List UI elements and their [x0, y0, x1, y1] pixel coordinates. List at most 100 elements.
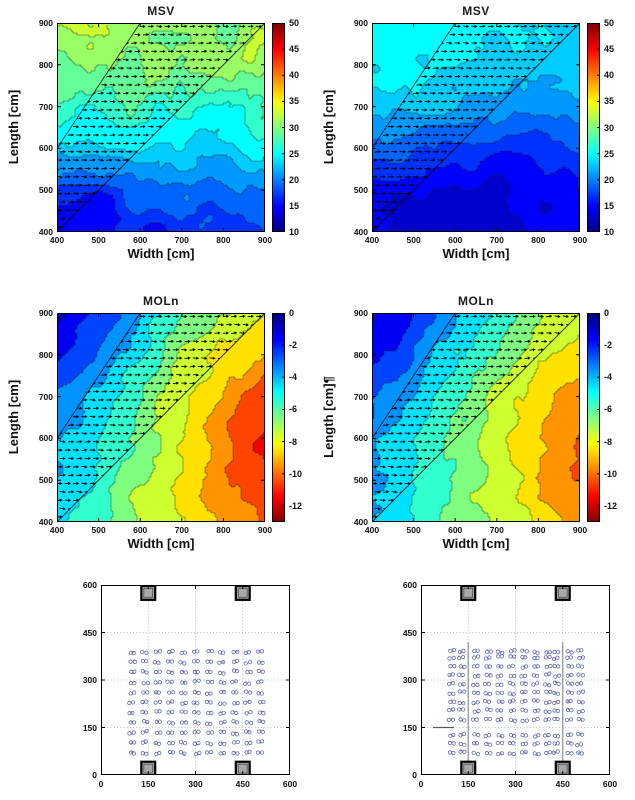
y-tick-label: 500	[38, 185, 53, 196]
x-tick-label: 400	[364, 235, 380, 245]
y-tick-label: 900	[353, 308, 368, 318]
y-tick-label: 450	[402, 627, 417, 638]
colorbar-tick-label: -12	[289, 500, 303, 511]
colorbar-tick-label: -6	[289, 404, 298, 415]
x-tick-label: 450	[235, 779, 250, 789]
x-tick-label: 700	[174, 235, 189, 245]
y-tick-label: 900	[353, 18, 368, 28]
colorbar-tick-label: 35	[289, 96, 300, 107]
scatter-plot-canvas	[101, 585, 290, 775]
colorbar-canvas	[587, 313, 600, 522]
colorbar-canvas	[587, 23, 600, 232]
x-tick-label: 600	[448, 525, 463, 535]
y-tick-label: 300	[82, 675, 97, 685]
x-tick-label: 900	[257, 525, 273, 535]
scatter-plot-canvas	[421, 585, 610, 775]
x-tick-label: 150	[461, 779, 476, 789]
contour-field-canvas	[372, 23, 580, 232]
colorbar-tick-label: 10	[289, 227, 300, 237]
y-tick-label: 400	[353, 517, 368, 527]
x-tick-label: 300	[508, 779, 523, 789]
x-tick-label: 900	[572, 525, 588, 535]
contour-field-canvas	[57, 23, 265, 232]
y-tick-label: 400	[353, 227, 368, 237]
colorbar-tick-label: -8	[604, 436, 613, 447]
y-tick-label: 800	[38, 59, 53, 70]
x-tick-label: 900	[572, 235, 588, 245]
contour-field-canvas	[372, 313, 580, 522]
y-tick-label: 400	[38, 227, 53, 237]
contour-panel-msv-left: MSV Length [cm] Width [cm] 400 500 600 700 8…	[0, 0, 318, 288]
colorbar-tick-label: 20	[604, 174, 615, 185]
y-tick-label: 600	[38, 143, 53, 154]
contour-panel-moln-right: MOLn Length [cm]¶ Width [cm] 400 500 600 70…	[315, 290, 633, 578]
y-tick-label: 600	[82, 580, 97, 590]
y-tick-label: 600	[38, 433, 53, 444]
colorbar-tick-label: 10	[604, 227, 615, 237]
x-tick-label: 500	[91, 235, 106, 245]
scatter-panel-left: 0 150 300 450 600 0 150 300 450 600	[44, 562, 314, 800]
colorbar-tick-label: -10	[289, 468, 303, 479]
x-tick-label: 500	[91, 525, 106, 535]
y-tick-label: 300	[402, 675, 417, 685]
x-tick-label: 150	[141, 779, 156, 789]
x-tick-label: 500	[406, 235, 421, 245]
x-tick-label: 700	[489, 235, 504, 245]
x-axis-label: Width [cm]	[127, 246, 195, 261]
x-tick-label: 600	[282, 779, 298, 789]
x-tick-label: 450	[555, 779, 570, 789]
x-tick-label: 800	[216, 525, 231, 535]
colorbar-tick-label: 45	[289, 44, 300, 55]
x-tick-label: 700	[174, 525, 189, 535]
colorbar-tick-label: 15	[289, 200, 300, 211]
y-tick-label: 800	[353, 59, 368, 70]
x-tick-label: 600	[133, 525, 148, 535]
y-tick-label: 700	[38, 391, 53, 402]
x-tick-label: 600	[133, 235, 148, 245]
colorbar-tick-label: 25	[289, 148, 300, 159]
contour-panel-moln-left: MOLn Length [cm] Width [cm] 400 500 600 700…	[0, 290, 318, 578]
colorbar-tick-label: 25	[604, 148, 615, 159]
colorbar-tick-label: -8	[289, 436, 298, 447]
colorbar-tick-label: 35	[604, 96, 615, 107]
x-tick-label: 300	[188, 779, 203, 789]
y-tick-label: 600	[402, 580, 417, 590]
colorbar-tick-label: 20	[289, 174, 300, 185]
colorbar-tick-label: 40	[604, 70, 615, 81]
colorbar-tick-label: 45	[604, 44, 615, 55]
plot-title: MOLn	[458, 294, 494, 308]
colorbar-tick-label: 30	[604, 122, 615, 133]
x-tick-label: 700	[489, 525, 504, 535]
y-tick-label: 500	[353, 185, 368, 196]
colorbar-tick-label: -4	[604, 372, 613, 383]
y-axis-label: Length [cm]	[321, 89, 336, 165]
colorbar-canvas	[272, 313, 285, 522]
colorbar-tick-label: -10	[604, 468, 618, 479]
colorbar-canvas	[272, 23, 285, 232]
plot-title: MSV	[462, 4, 490, 18]
x-tick-label: 600	[448, 235, 463, 245]
colorbar-tick-label: -4	[289, 372, 298, 383]
y-tick-label: 150	[82, 722, 97, 733]
x-tick-label: 800	[531, 235, 546, 245]
x-tick-label: 400	[364, 525, 380, 535]
y-axis-label: Length [cm]	[6, 379, 21, 455]
y-tick-label: 900	[38, 308, 53, 318]
x-tick-label: 400	[49, 525, 65, 535]
y-tick-label: 150	[402, 722, 417, 733]
y-tick-label: 500	[353, 475, 368, 486]
colorbar-tick-label: -2	[289, 340, 298, 351]
contour-panel-msv-right: MSV Length [cm] Width [cm] 400 500 600 700 8…	[315, 0, 633, 288]
colorbar-tick-label: 0	[604, 308, 610, 318]
x-tick-label: 0	[418, 779, 424, 789]
colorbar-tick-label: -2	[604, 340, 613, 351]
contour-field-canvas	[57, 313, 265, 522]
y-tick-label: 600	[353, 433, 368, 444]
y-tick-label: 900	[38, 18, 53, 28]
colorbar-tick-label: 30	[289, 122, 300, 133]
x-tick-label: 0	[98, 779, 104, 789]
y-axis-label: Length [cm]	[6, 89, 21, 165]
x-axis-label: Width [cm]	[442, 536, 510, 551]
x-tick-label: 800	[531, 525, 546, 535]
